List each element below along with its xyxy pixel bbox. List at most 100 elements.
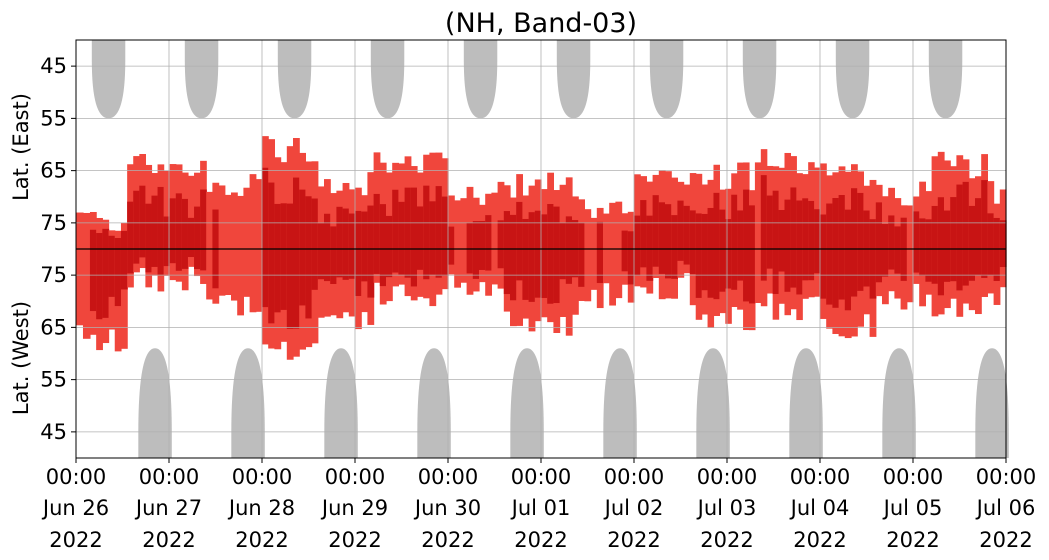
activity-core-cell [707,207,715,298]
activity-cell [76,212,84,326]
activity-core-cell [311,198,319,290]
activity-core-cell [919,218,926,276]
night-shade-west [510,348,544,458]
x-tick-label-date: Jul 04 [789,496,850,520]
activity-core-cell [194,206,201,270]
x-tick-label-year: 2022 [514,528,567,552]
x-tick-label-date: Jun 30 [413,496,481,520]
activity-core-cell [968,205,976,281]
activity-core-cell [875,202,883,283]
activity-core-cell [944,210,951,282]
activity-core-cell [472,221,480,279]
activity-core-cell [485,215,492,271]
activity-core-cell [844,209,852,311]
x-tick-label-time: 00:00 [418,465,479,489]
activity-core-cell [305,196,313,319]
activity-core-cell [634,215,641,276]
activity-core-cell [975,198,982,276]
activity-core-cell [553,206,561,304]
x-tick-label-date: Jul 05 [882,496,943,520]
activity-core-cell [677,200,685,261]
activity-core-cell [497,220,505,269]
activity-core-cell [317,223,325,280]
activity-core-cell [737,210,744,281]
activity-cell [224,194,232,296]
night-shade-east [835,40,870,119]
activity-core-cell [882,223,889,277]
activity-core-cell [187,217,195,258]
night-shade-west [417,348,451,458]
activity-core-cell [627,231,635,285]
activity-core-cell [348,213,356,279]
activity-core-cell [133,190,140,264]
activity-core-cell [913,211,920,273]
x-tick-label-time: 00:00 [883,465,944,489]
activity-core-cell [102,228,110,318]
x-tick-label-year: 2022 [793,528,846,552]
activity-core-cell [466,222,474,274]
activity-core-cell [760,175,768,281]
activity-cell [237,195,244,316]
x-tick-label-date: Jul 02 [603,496,664,520]
activity-core-cell [652,195,660,267]
activity-core-cell [832,197,840,308]
x-tick-label-year: 2022 [700,528,753,552]
night-shade-west [138,348,172,458]
activity-core-cell [410,187,418,287]
x-tick-label-date: Jul 06 [975,496,1036,520]
activity-core-cell [479,221,486,270]
activity-core-cell [417,206,424,270]
activity-core-cell [981,180,988,278]
activity-core-cell [719,209,726,292]
activity-core-cell [398,201,406,275]
activity-core-cell [731,194,738,290]
activity-core-cell [999,220,1007,268]
x-tick-label-time: 00:00 [139,465,200,489]
activity-core-cell [931,205,939,284]
x-tick-label-time: 00:00 [325,465,386,489]
plot-area [75,39,1009,459]
activity-cell [615,201,623,299]
activity-core-cell [578,222,585,287]
x-tick-label-time: 00:00 [790,465,851,489]
activity-core-cell [404,187,412,278]
x-tick-label-date: Jun 27 [134,496,202,520]
activity-core-cell [658,202,666,274]
activity-core-cell [342,208,350,280]
night-shade-west [324,348,358,458]
activity-core-cell [448,226,455,265]
activity-core-cell [355,210,362,296]
activity-core-cell [950,197,957,282]
activity-core-cell [293,177,300,329]
activity-core-cell [299,189,306,306]
activity-core-cell [857,192,864,291]
x-tick-labels: 00:00 Jun 26 2022 00:00 Jun 27 2022 00:00 Jun 2… [41,458,1036,552]
activity-core-cell [671,215,678,279]
activity-core-cell [565,216,573,284]
activity-core-cell [145,203,153,273]
y-label-east: Lat. (East) [9,93,33,201]
activity-core-cell [695,213,703,298]
activity-core-cell [373,193,381,274]
activity-core-cell [559,222,567,280]
activity-core-cell [108,235,116,297]
activity-core-cell [826,203,833,305]
night-shade-east [928,40,963,119]
activity-core-cell [808,200,815,281]
activity-core-cell [392,189,399,273]
activity-core-cell [838,195,846,300]
activity-core-cell [114,238,122,307]
activity-core-cell [621,230,629,272]
night-shade-layer [91,40,1009,458]
activity-core-cell [435,186,443,278]
activity-core-cell [802,198,809,281]
activity-cell [206,191,213,300]
activity-core-cell [262,167,269,308]
activity-core-cell [683,205,691,265]
y-tick-label: 55 [40,368,67,392]
activity-core-cell [790,187,797,288]
activity-cell [590,217,598,290]
activity-core-cell [280,203,288,310]
x-tick-label-date: Jun 28 [227,496,295,520]
y-label-west: Lat. (West) [9,301,33,415]
